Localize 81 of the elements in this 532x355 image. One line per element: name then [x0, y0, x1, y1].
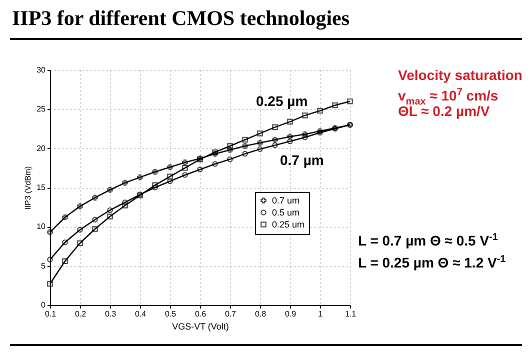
point [212, 161, 218, 167]
point [77, 226, 83, 233]
point [272, 124, 278, 130]
text: Velocity saturation [398, 66, 522, 84]
point [317, 128, 323, 134]
point [302, 134, 308, 140]
x-tick-label: 0.6 [194, 310, 207, 318]
point [182, 172, 188, 178]
point [152, 182, 158, 188]
legend-label: 0.5 um [272, 208, 300, 218]
x-tick-label: 1 [318, 310, 324, 318]
x-tick-label: 0.2 [74, 310, 87, 318]
point [257, 140, 263, 146]
point [167, 164, 173, 170]
y-tick-label: 10 [36, 222, 46, 232]
point [122, 180, 128, 186]
point [272, 142, 278, 148]
x-tick-label: 0.4 [134, 310, 147, 318]
y-tick-label: 5 [41, 261, 46, 270]
point [347, 98, 353, 104]
point [107, 207, 113, 214]
y-tick-label: 15 [36, 183, 46, 192]
point [107, 186, 113, 193]
point [77, 203, 83, 210]
point [107, 214, 113, 220]
point [287, 134, 293, 140]
x-tick-label: 1.1 [344, 310, 357, 318]
x-tick-label: 0.9 [284, 310, 297, 318]
point [317, 130, 323, 136]
text: L = 0.25 µm Θ ≈ 1.2 V$^{-1}$ [358, 253, 506, 272]
point [77, 240, 83, 246]
x-axis-title: VGS-VT (Volt) [172, 322, 229, 332]
point [227, 147, 233, 153]
point [62, 214, 68, 220]
point [122, 202, 128, 208]
point [302, 131, 308, 138]
point [182, 165, 188, 171]
annotation: 0.25 µm [256, 92, 308, 110]
point [302, 112, 308, 118]
annotation: 0.7 µm [280, 151, 324, 169]
point [272, 136, 278, 143]
x-tick-label: 0.5 [164, 310, 177, 318]
text: L = 0.7 µm Θ ≈ 0.5 V$^{-1}$ [358, 231, 498, 250]
y-tick-label: 20 [36, 144, 46, 153]
x-tick-label: 0.1 [44, 310, 57, 318]
point [62, 258, 68, 264]
point [242, 136, 248, 143]
point [257, 146, 263, 152]
point [227, 143, 233, 149]
y-axis-title: IIP3 (VdBm) [24, 166, 33, 210]
legend-label: 0.7 um [272, 196, 300, 206]
y-tick-label: 0 [41, 300, 46, 310]
y-tick-label: 25 [36, 104, 46, 114]
point [227, 156, 233, 162]
point [167, 174, 173, 180]
point [62, 239, 68, 246]
point [182, 160, 188, 166]
point [317, 108, 323, 114]
point [242, 143, 248, 149]
point [47, 280, 53, 287]
point [332, 102, 338, 108]
point [47, 229, 53, 236]
x-tick-label: 0.8 [254, 310, 267, 318]
x-tick-label: 0.7 [224, 310, 237, 318]
point [92, 216, 98, 223]
legend-label: 0.25 um [272, 220, 305, 230]
chart-title: IIP3 for different CMOS technologies [12, 6, 350, 31]
point [122, 199, 128, 206]
point [197, 166, 203, 172]
point [257, 130, 263, 136]
point [137, 174, 143, 180]
point [167, 178, 173, 184]
x-tick-label: 0.3 [104, 310, 117, 318]
point [92, 194, 98, 201]
point [152, 184, 158, 190]
point [287, 118, 293, 125]
point [287, 138, 293, 144]
point [242, 150, 248, 157]
point [152, 168, 158, 175]
y-tick-label: 30 [36, 66, 46, 74]
point [92, 226, 98, 232]
